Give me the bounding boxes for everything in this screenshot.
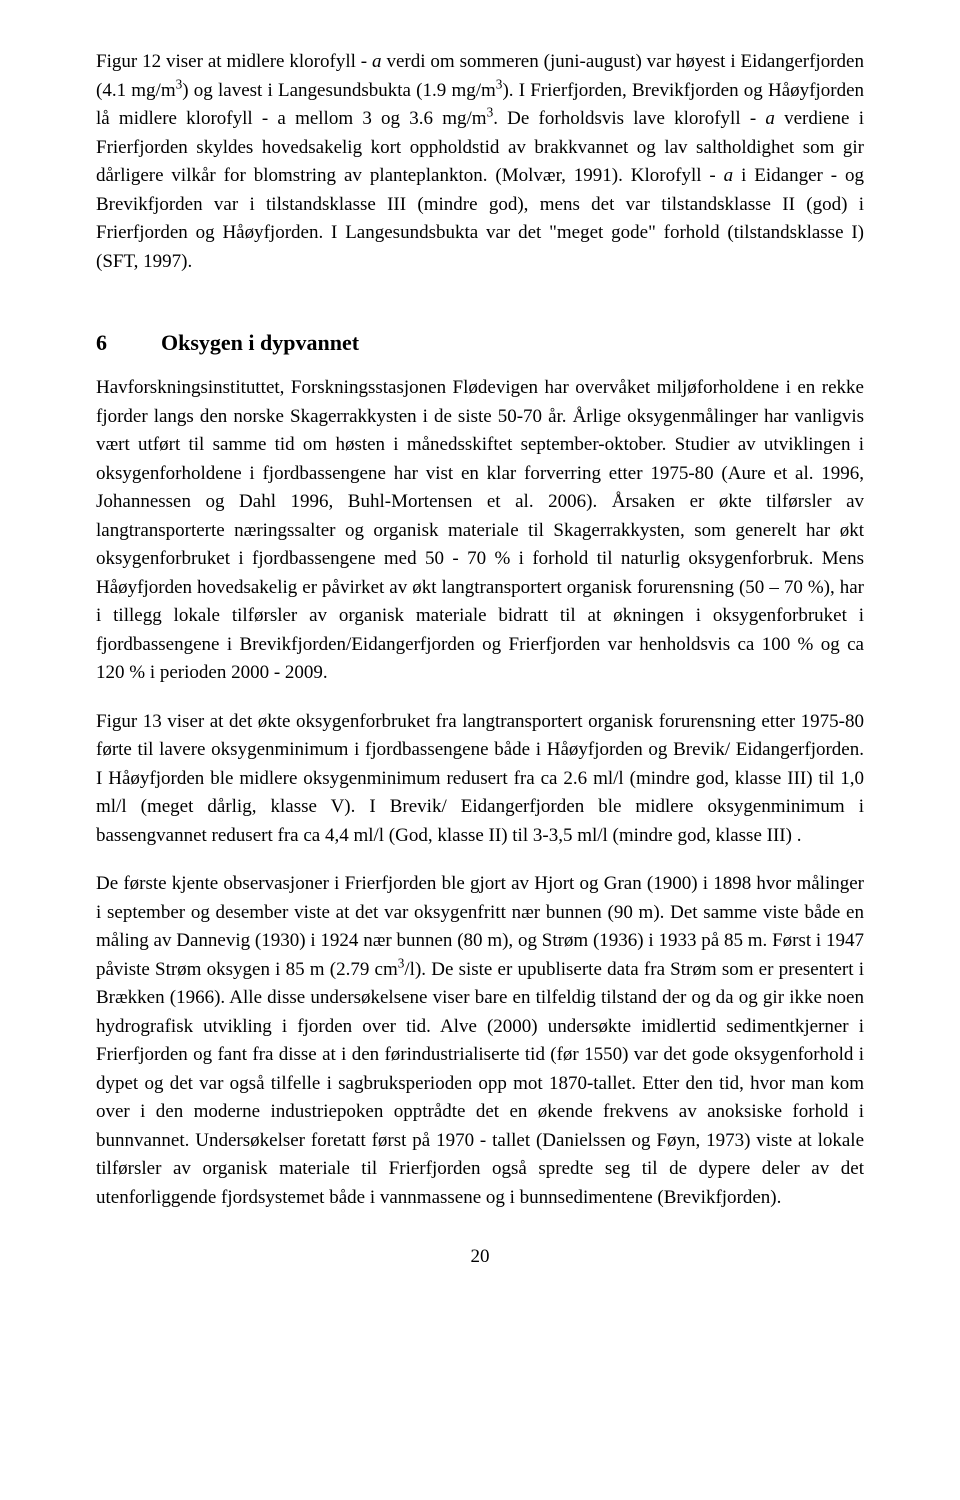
page-number: 20 — [96, 1246, 864, 1268]
paragraph-2: Havforskningsinstituttet, Forskningsstas… — [96, 374, 864, 688]
paragraph-3: Figur 13 viser at det økte oksygenforbru… — [96, 708, 864, 851]
section-number: 6 — [96, 330, 107, 356]
document-page: Figur 12 viser at midlere klorofyll - a … — [0, 0, 960, 1308]
section-heading: 6 Oksygen i dypvannet — [96, 330, 864, 356]
paragraph-1: Figur 12 viser at midlere klorofyll - a … — [96, 48, 864, 276]
paragraph-4: De første kjente observasjoner i Frierfj… — [96, 870, 864, 1212]
section-title: Oksygen i dypvannet — [161, 330, 359, 355]
